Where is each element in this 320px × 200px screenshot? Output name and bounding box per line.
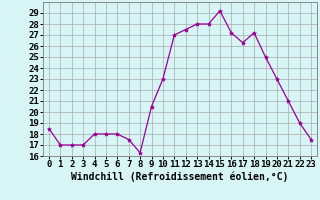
X-axis label: Windchill (Refroidissement éolien,°C): Windchill (Refroidissement éolien,°C) <box>71 172 289 182</box>
